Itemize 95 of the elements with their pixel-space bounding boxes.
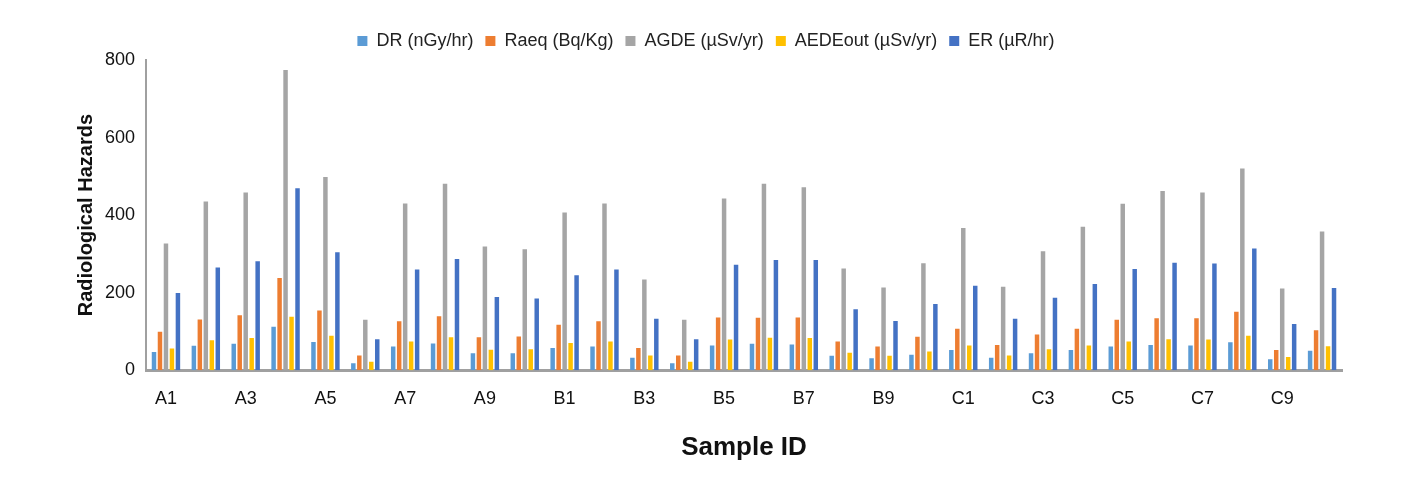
bar [875, 346, 880, 371]
bar [596, 321, 601, 371]
bar [255, 261, 260, 371]
bar [1268, 359, 1273, 371]
x-tick-label: A5 [314, 387, 337, 408]
bar [1246, 335, 1251, 371]
bar [853, 309, 858, 371]
bar [289, 316, 294, 371]
bar [636, 348, 641, 371]
x-tick-label: B1 [553, 387, 576, 408]
bar [955, 328, 960, 371]
bar [1086, 345, 1092, 371]
bar [1252, 248, 1257, 371]
y-axis-title: Radiological Hazards [73, 113, 96, 317]
bar [1132, 269, 1137, 371]
y-tick-label: 600 [104, 126, 136, 147]
bar [1172, 262, 1177, 371]
bar [1194, 318, 1199, 371]
bar [295, 188, 300, 371]
x-tick-label: A9 [473, 387, 496, 408]
bar [271, 326, 276, 371]
bar [311, 341, 316, 371]
bar [614, 269, 619, 371]
bar [534, 298, 539, 371]
x-tick-label: A7 [394, 387, 417, 408]
bar [209, 340, 215, 371]
bar [1206, 339, 1211, 371]
bar [430, 343, 436, 371]
x-tick-label: C9 [1270, 387, 1294, 408]
x-tick-label: B7 [792, 387, 815, 408]
legend-label: AGDE (µSv/yr) [644, 29, 764, 50]
bar [1188, 345, 1193, 371]
bar [556, 324, 561, 371]
bar [317, 310, 322, 371]
y-tick-label: 200 [104, 281, 136, 302]
bar [829, 355, 834, 371]
bar [933, 303, 938, 371]
bar [1006, 355, 1012, 371]
y-tick-label: 800 [104, 48, 136, 69]
bar [516, 336, 522, 371]
bar [568, 343, 573, 371]
bar [1154, 318, 1159, 371]
x-tick-label: C7 [1190, 387, 1214, 408]
bar [574, 275, 579, 371]
bar [887, 355, 892, 371]
bar [249, 338, 254, 371]
bar [648, 355, 653, 371]
x-tick-label: B3 [633, 387, 656, 408]
bar [630, 357, 635, 371]
bar [967, 345, 972, 371]
legend-label: DR (nGy/hr) [376, 29, 474, 50]
bar [709, 345, 715, 371]
x-tick-label: C5 [1111, 387, 1135, 408]
bar [369, 361, 374, 371]
bar [1148, 345, 1153, 371]
x-tick-label: C3 [1031, 387, 1055, 408]
bar [847, 352, 852, 371]
y-tick-label: 0 [125, 359, 136, 380]
x-tick-label: A3 [234, 387, 257, 408]
bar [869, 358, 874, 371]
bar [835, 341, 840, 371]
x-tick-label: B5 [713, 387, 736, 408]
x-tick-label: C1 [951, 387, 975, 408]
bar [169, 348, 175, 371]
x-tick-label: B9 [872, 387, 895, 408]
x-axis-title: Sample ID [681, 430, 807, 461]
x-tick-label: A1 [154, 387, 177, 408]
bar [1126, 341, 1131, 371]
bar [351, 363, 356, 371]
bar [335, 252, 340, 371]
bar [915, 336, 920, 371]
bar [329, 335, 334, 371]
bar [277, 277, 282, 371]
legend-label: AEDEout (µSv/yr) [794, 29, 938, 50]
legend-label: Raeq (Bq/Kg) [504, 29, 614, 50]
bar [654, 318, 659, 371]
bar [949, 350, 954, 371]
bar [528, 349, 533, 371]
bar [670, 363, 675, 371]
bar [1166, 339, 1171, 371]
bar [231, 343, 236, 371]
bar [608, 341, 613, 371]
bar [676, 355, 681, 371]
bar [357, 355, 362, 371]
bar [927, 351, 932, 371]
bar [237, 315, 242, 371]
bar [909, 354, 914, 371]
bar [1212, 263, 1217, 371]
bar [550, 348, 555, 371]
bar [590, 346, 595, 371]
legend-label: ER (µR/hr) [968, 29, 1055, 50]
y-tick-label: 400 [104, 204, 136, 225]
bar [1228, 342, 1233, 371]
bar [893, 320, 898, 371]
bar [1234, 311, 1239, 371]
